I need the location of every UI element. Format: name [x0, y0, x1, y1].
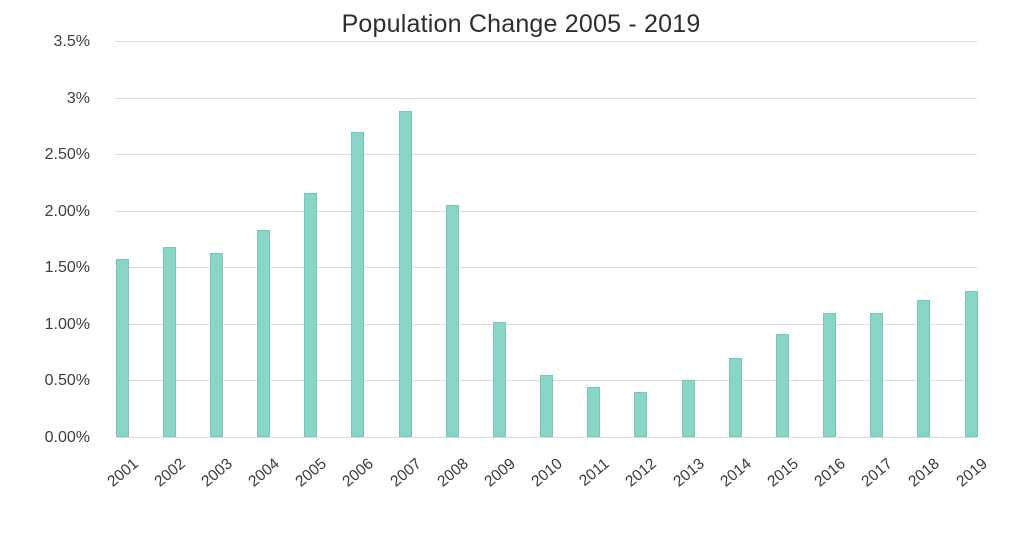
x-axis-tick-label: 2013 [669, 455, 708, 491]
bar-2011 [587, 387, 601, 437]
y-axis-tick-label: 3.5% [53, 33, 90, 50]
bar-2017 [870, 312, 884, 437]
bar-2018 [917, 300, 931, 437]
x-axis-tick-label: 2018 [905, 455, 944, 491]
bar-2010 [540, 374, 554, 437]
bar-2003 [209, 252, 223, 437]
x-axis-tick-label: 2014 [717, 455, 755, 491]
bar-2014 [728, 357, 742, 437]
x-axis-tick-label: 2009 [481, 455, 519, 491]
y-axis-tick-label: 1.00% [44, 315, 90, 333]
plot-area [115, 41, 978, 438]
y-axis-tick-label: 0.50% [44, 372, 90, 390]
x-axis-tick-label: 2001 [103, 455, 142, 491]
x-axis-tick-label: 2007 [386, 455, 425, 491]
gridline [115, 267, 977, 269]
gridline [115, 323, 977, 325]
x-axis-tick-label: 2005 [292, 455, 330, 491]
bar-2002 [162, 246, 176, 437]
y-axis-tick-label: 1.50% [44, 259, 90, 277]
x-axis-tick-label: 2003 [198, 455, 236, 491]
gridline [115, 210, 977, 212]
gridline [115, 154, 977, 156]
bar-2008 [445, 205, 459, 437]
x-axis-tick-label: 2012 [622, 455, 661, 491]
y-axis-tick-label: 3% [66, 89, 90, 107]
y-axis-tick-label: 2.50% [44, 146, 90, 164]
x-axis-tick-label: 2017 [858, 455, 897, 491]
bar-2015 [775, 334, 789, 437]
y-axis-tick-label: 0.00% [44, 429, 90, 446]
bar-2001 [115, 259, 129, 437]
x-axis-tick-label: 2004 [245, 455, 283, 491]
bar-2005 [304, 192, 318, 437]
bar-2006 [351, 131, 365, 437]
x-axis-tick-label: 2011 [576, 455, 613, 490]
y-axis-tick-label: 2.00% [44, 202, 90, 220]
x-axis-tick-label: 2015 [764, 455, 802, 491]
bar-2019 [964, 291, 978, 437]
x-axis-tick-label: 2002 [151, 455, 189, 491]
x-axis-tick-label: 2016 [811, 455, 849, 491]
bar-2016 [823, 312, 837, 437]
bar-2009 [492, 321, 506, 437]
bar-2012 [634, 391, 648, 437]
x-axis-tick-label: 2008 [434, 455, 472, 491]
x-axis-tick-label: 2010 [528, 455, 566, 491]
bar-2013 [681, 380, 695, 437]
x-axis-tick-label: 2006 [339, 455, 378, 491]
gridline [115, 41, 977, 42]
gridline [115, 97, 977, 99]
x-axis-tick-label: 2019 [953, 455, 991, 491]
bar-2004 [257, 229, 270, 437]
gridline [115, 437, 977, 438]
chart-title: Population Change 2005 - 2019 [341, 10, 701, 38]
bar-2007 [398, 111, 412, 437]
